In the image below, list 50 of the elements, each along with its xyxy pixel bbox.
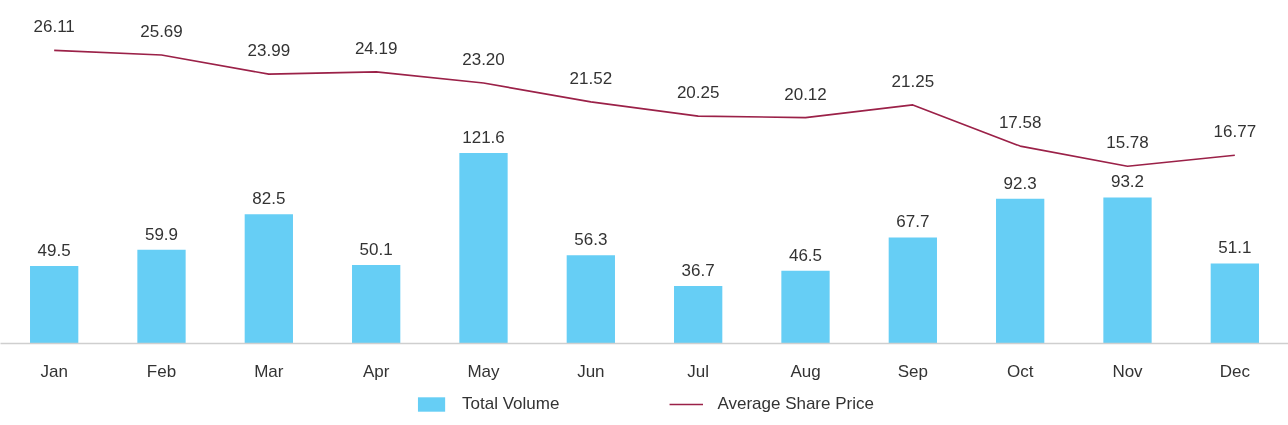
data-label: 49.5 — [37, 240, 71, 260]
data-label: 36.7 — [681, 260, 715, 280]
data-label: 16.77 — [1213, 122, 1257, 142]
data-label: 56.3 — [574, 230, 608, 250]
x-tick-label: Feb — [146, 361, 177, 381]
data-label: 24.19 — [354, 38, 398, 58]
data-label: 23.99 — [247, 41, 291, 61]
bar — [566, 255, 615, 344]
x-tick-label: Nov — [1112, 361, 1144, 381]
bar — [1210, 263, 1259, 344]
bar — [996, 198, 1045, 344]
data-label: 25.69 — [140, 22, 183, 42]
x-tick-label: Oct — [1006, 361, 1034, 381]
bar — [1103, 197, 1152, 344]
data-label: 50.1 — [359, 239, 393, 259]
data-label: 121.6 — [462, 127, 505, 147]
data-label: 17.58 — [998, 113, 1042, 133]
bar — [244, 214, 293, 344]
data-label: 26.11 — [33, 17, 75, 37]
data-label: 21.25 — [891, 71, 935, 91]
bar — [30, 265, 79, 344]
data-label: 92.3 — [1003, 173, 1037, 193]
data-label: 20.12 — [784, 84, 827, 104]
data-label: 93.2 — [1110, 172, 1145, 192]
bar — [137, 249, 186, 344]
legend-label: Total Volume — [462, 394, 560, 414]
bar — [352, 264, 401, 344]
data-label: 20.25 — [676, 83, 720, 103]
data-label: 23.20 — [462, 50, 505, 70]
data-label: 51.1 — [1218, 238, 1252, 258]
data-label: 46.5 — [788, 245, 823, 265]
x-tick-label: Dec — [1219, 361, 1251, 381]
x-tick-label: Mar — [254, 361, 284, 381]
bar — [781, 270, 830, 344]
data-label: 67.7 — [896, 212, 930, 232]
x-tick-label: Aug — [790, 361, 821, 381]
bar — [888, 237, 937, 344]
x-tick-label: May — [467, 361, 501, 381]
bar — [459, 152, 508, 344]
x-tick-label: Jun — [577, 361, 605, 381]
data-label: 59.9 — [144, 224, 179, 244]
x-tick-label: Jul — [687, 361, 710, 381]
x-tick-label: Apr — [362, 361, 390, 381]
x-tick-label: Jan — [40, 361, 68, 381]
data-label: 82.5 — [252, 189, 286, 209]
x-tick-label: Sep — [897, 361, 928, 381]
data-label: 21.52 — [569, 68, 613, 88]
legend-label: Average Share Price — [717, 394, 874, 414]
data-label: 15.78 — [1106, 133, 1149, 153]
bar — [674, 285, 723, 344]
